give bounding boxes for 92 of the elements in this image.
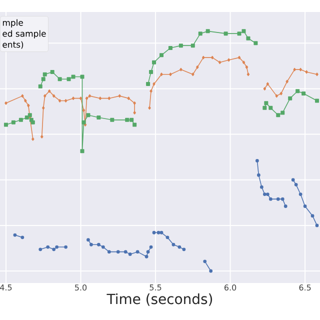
point: [18, 118, 23, 122]
point: [149, 245, 153, 249]
point: [64, 245, 68, 249]
point: [302, 92, 306, 96]
text: mple: [2, 19, 23, 28]
point: [280, 197, 284, 201]
point: [146, 82, 150, 86]
point: [268, 106, 273, 110]
point: [276, 113, 280, 118]
point: [266, 192, 270, 196]
point: [107, 250, 111, 254]
point: [132, 122, 137, 127]
point: [190, 44, 195, 48]
point: [116, 250, 120, 254]
point: [42, 72, 47, 76]
point: [90, 242, 93, 246]
point: [38, 248, 42, 252]
point: [182, 248, 186, 252]
point: [71, 74, 76, 79]
point: [156, 230, 160, 234]
point: [178, 44, 183, 48]
point: [160, 230, 164, 234]
point: [268, 197, 272, 201]
point: [144, 254, 148, 258]
point: [146, 250, 150, 254]
point: [96, 242, 100, 246]
point: [209, 269, 213, 273]
point: [198, 32, 202, 36]
point: [13, 233, 17, 237]
point: [264, 101, 268, 106]
point: [125, 118, 130, 122]
point: [256, 173, 260, 177]
point: [160, 53, 164, 58]
x-axis-title: Time (seconds): [106, 293, 212, 306]
point: [168, 46, 172, 50]
point: [294, 182, 298, 186]
point: [46, 245, 50, 249]
point: [24, 116, 29, 120]
point: [296, 89, 300, 94]
point: [284, 204, 288, 208]
point: [206, 29, 210, 34]
point: [315, 224, 319, 228]
point: [237, 32, 242, 36]
point: [166, 236, 170, 240]
point: [276, 197, 280, 201]
point: [128, 252, 132, 256]
point: [246, 36, 250, 40]
point: [315, 98, 320, 103]
annotation: ed sample: [2, 30, 46, 38]
point: [178, 245, 182, 249]
point: [254, 41, 258, 46]
point: [256, 158, 259, 162]
point: [41, 77, 46, 82]
point: [136, 250, 140, 254]
point: [110, 118, 114, 122]
point: [52, 248, 56, 252]
point: [260, 185, 264, 189]
point: [4, 122, 8, 127]
point: [58, 77, 62, 82]
point: [288, 96, 292, 100]
point: [96, 116, 101, 120]
point: [101, 245, 105, 249]
point: [66, 77, 71, 82]
point: [310, 214, 314, 218]
point: [30, 120, 35, 124]
point: [280, 110, 285, 115]
point: [152, 230, 156, 234]
point: [152, 60, 156, 64]
point: [172, 242, 176, 246]
point: [262, 192, 266, 196]
point: [124, 250, 128, 254]
point: [203, 260, 207, 264]
point: [242, 29, 246, 34]
point: [303, 204, 307, 208]
point: [224, 32, 228, 36]
point: [55, 245, 59, 249]
point: [20, 236, 24, 240]
point: [86, 113, 90, 118]
point: [291, 178, 295, 182]
point: [80, 149, 84, 154]
point: [130, 118, 134, 122]
point: [262, 106, 267, 110]
point: [149, 70, 154, 74]
point: [28, 113, 32, 118]
point: [38, 84, 42, 88]
point: [298, 192, 302, 196]
point: [86, 238, 90, 242]
annotation: ents): [2, 41, 24, 49]
point: [11, 120, 16, 124]
point: [50, 70, 54, 74]
point: [80, 74, 84, 79]
point: [82, 120, 86, 124]
